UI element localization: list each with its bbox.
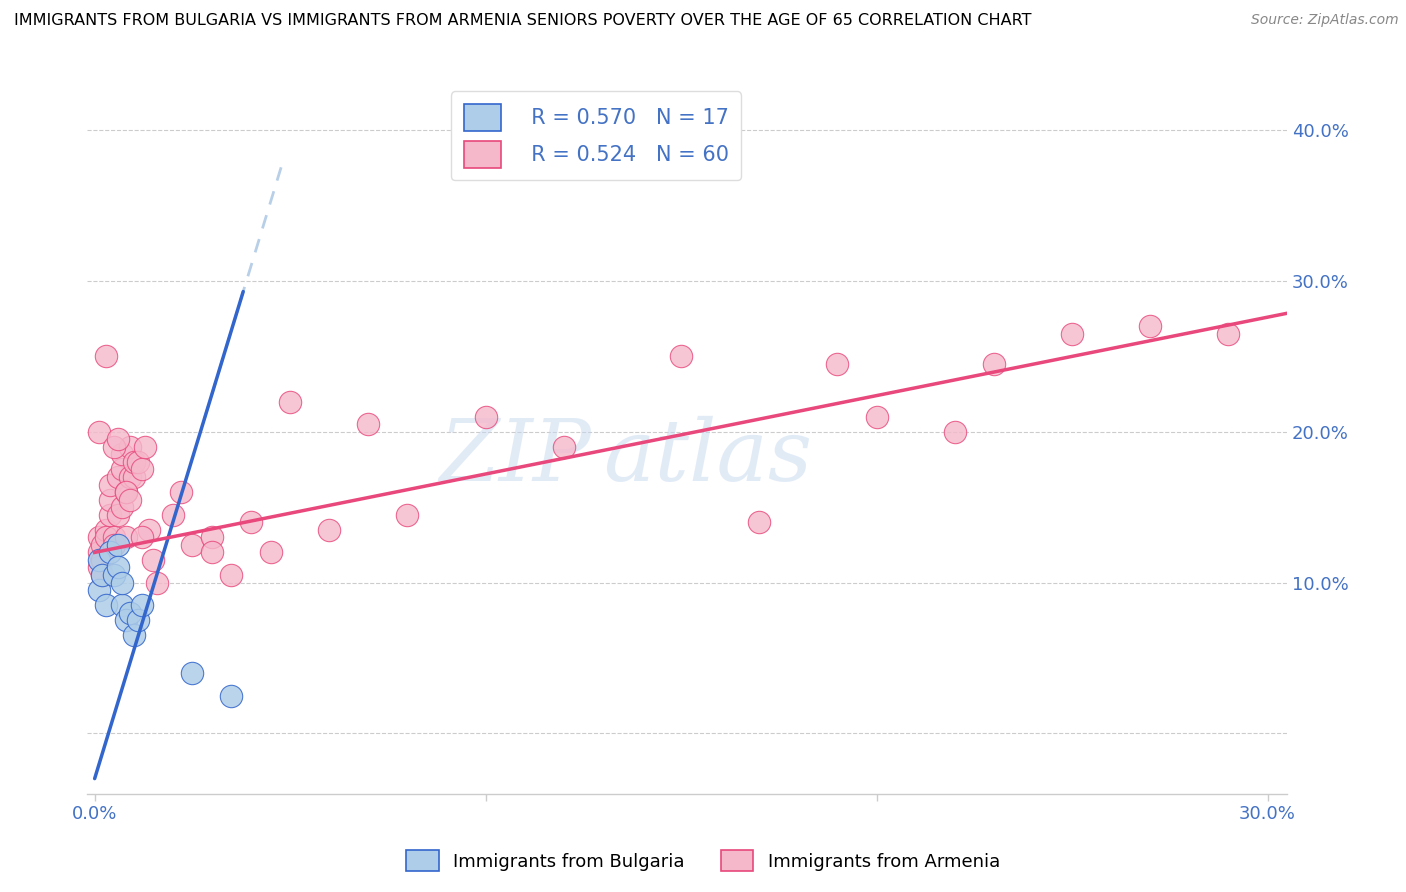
Point [87,425,110,439]
Point [103,440,125,454]
Point [1218,326,1240,341]
Point [865,409,887,424]
Point [748,515,770,529]
Legend: Immigrants from Bulgaria, Immigrants from Armenia: Immigrants from Bulgaria, Immigrants fro… [399,843,1007,879]
Point [131,530,153,544]
Point [318,523,340,537]
Point [118,470,141,484]
Point [103,568,125,582]
Point [115,613,138,627]
Point [127,455,149,469]
Point [181,538,204,552]
Point [111,575,134,590]
Point [115,530,138,544]
Point [1060,326,1083,341]
Point [122,628,145,642]
Point [87,553,110,567]
Point [169,485,191,500]
Point [221,689,243,703]
Point [103,538,125,552]
Point [1139,319,1161,334]
Point [96,350,118,364]
Point [259,545,281,559]
Point [111,500,134,515]
Point [134,440,156,454]
Point [87,545,110,559]
Point [98,545,121,559]
Point [107,560,129,574]
Point [474,409,496,424]
Point [111,462,134,476]
Point [118,492,141,507]
Point [96,598,118,612]
Point [91,568,114,582]
Text: atlas: atlas [603,416,813,499]
Point [91,538,114,552]
Point [115,485,138,500]
Legend:   R = 0.570   N = 17,   R = 0.524   N = 60: R = 0.570 N = 17, R = 0.524 N = 60 [451,92,741,180]
Point [98,477,121,491]
Point [396,508,419,522]
Point [87,530,110,544]
Point [91,568,114,582]
Point [357,417,380,432]
Point [142,553,165,567]
Point [103,530,125,544]
Text: IMMIGRANTS FROM BULGARIA VS IMMIGRANTS FROM ARMENIA SENIORS POVERTY OVER THE AGE: IMMIGRANTS FROM BULGARIA VS IMMIGRANTS F… [14,13,1032,29]
Point [98,492,121,507]
Point [122,455,145,469]
Point [107,538,129,552]
Point [87,560,110,574]
Point [827,357,849,371]
Point [669,350,692,364]
Point [96,523,118,537]
Point [111,447,134,461]
Point [118,606,141,620]
Point [107,433,129,447]
Point [162,508,184,522]
Point [98,508,121,522]
Point [111,598,134,612]
Point [127,613,149,627]
Point [943,425,966,439]
Point [553,440,575,454]
Point [201,530,224,544]
Point [278,394,301,409]
Point [221,568,243,582]
Point [96,530,118,544]
Text: Source: ZipAtlas.com: Source: ZipAtlas.com [1251,13,1399,28]
Point [983,357,1005,371]
Point [201,545,224,559]
Text: ZIP: ZIP [439,416,591,499]
Point [131,462,153,476]
Point [240,515,263,529]
Point [118,440,141,454]
Point [181,666,204,681]
Point [138,523,160,537]
Point [122,470,145,484]
Point [115,485,138,500]
Point [107,470,129,484]
Point [87,583,110,598]
Point [131,598,153,612]
Point [91,553,114,567]
Point [146,575,169,590]
Point [107,508,129,522]
